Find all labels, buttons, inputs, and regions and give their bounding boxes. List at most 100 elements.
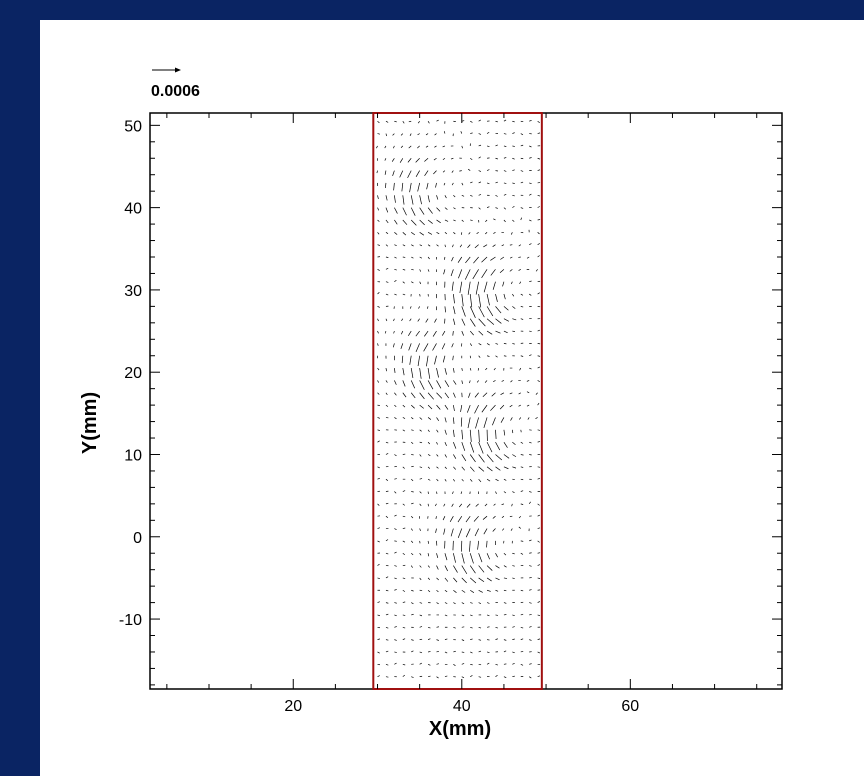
vector-arrow — [518, 244, 521, 247]
vector-arrow — [529, 193, 532, 196]
reference-vector: 0.0006 — [151, 67, 200, 100]
vector-arrow — [500, 417, 505, 423]
vector-arrow — [444, 589, 448, 593]
vector-arrow — [436, 565, 439, 570]
vector-arrow — [419, 626, 423, 628]
vector-arrow — [402, 195, 405, 205]
vector-arrow — [424, 157, 429, 162]
vector-arrow — [444, 404, 449, 410]
vector-arrow — [453, 442, 457, 449]
vector-arrow — [385, 626, 389, 629]
vector-arrow — [503, 330, 508, 334]
vector-arrow — [495, 565, 500, 569]
vector-arrow — [537, 366, 541, 369]
vector-arrow — [453, 207, 456, 210]
vector-arrow — [481, 404, 488, 413]
vector-arrow — [537, 329, 541, 332]
vector-arrow — [419, 380, 425, 390]
vector-arrow — [444, 602, 448, 604]
vector-arrow — [512, 638, 515, 640]
vector-arrow — [377, 195, 379, 199]
vector-arrow — [427, 429, 430, 433]
vector-arrow — [385, 539, 389, 542]
vector-arrow — [495, 466, 501, 471]
vector-arrow — [410, 441, 414, 445]
vector-arrow — [520, 144, 524, 147]
vector-arrow — [419, 256, 423, 259]
vector-arrow — [411, 232, 416, 236]
vector-arrow — [444, 392, 450, 399]
vector-arrow — [520, 306, 524, 308]
vector-arrow — [436, 207, 441, 212]
vector-arrow — [419, 195, 422, 205]
vector-arrow — [501, 503, 505, 506]
vector-arrow — [402, 552, 405, 556]
vector-arrow — [451, 182, 454, 186]
vector-arrow — [402, 281, 405, 284]
vector-arrow — [469, 442, 475, 453]
vector-arrow — [510, 417, 513, 421]
vector-arrow — [461, 577, 467, 584]
vector-arrow — [537, 514, 541, 517]
vector-arrow — [512, 565, 515, 567]
vector-arrow — [442, 145, 446, 148]
vector-arrow — [461, 306, 466, 317]
vector-arrow — [417, 121, 420, 124]
vector-arrow — [511, 503, 513, 507]
vector-arrow — [427, 380, 434, 390]
vector-arrow — [478, 181, 482, 184]
vector-arrow — [520, 613, 524, 616]
vector-arrow — [442, 330, 446, 336]
vector-arrow — [503, 318, 510, 322]
vector-arrow — [492, 281, 496, 290]
vector-arrow — [503, 219, 506, 223]
vector-arrow — [384, 170, 387, 175]
vector-arrow — [493, 367, 496, 371]
vector-arrow — [385, 281, 389, 283]
vector-arrow — [419, 368, 422, 379]
vector-arrow — [475, 417, 479, 429]
vector-arrow — [529, 676, 532, 679]
vector-arrow — [385, 219, 389, 224]
vector-arrow — [512, 343, 515, 345]
vector-arrow — [394, 417, 397, 420]
vector-arrow — [410, 565, 413, 568]
vector-arrow — [394, 404, 397, 408]
vector-arrow — [512, 626, 515, 628]
vector-arrow — [394, 626, 397, 628]
vector-arrow — [503, 170, 507, 172]
vector-arrow — [428, 651, 431, 653]
vector-arrow — [495, 120, 498, 123]
vector-arrow — [392, 170, 395, 177]
vector-arrow — [478, 639, 482, 641]
vector-arrow — [392, 343, 395, 348]
vector-arrow — [409, 355, 412, 365]
vector-arrow — [490, 404, 496, 411]
vector-arrow — [394, 380, 397, 385]
vector-arrow — [503, 577, 508, 579]
vector-arrow — [469, 293, 473, 308]
vector-arrow — [470, 638, 473, 640]
vector-arrow — [520, 503, 524, 505]
vector-arrow — [377, 477, 380, 480]
vector-arrow — [402, 232, 407, 236]
vector-arrow — [453, 293, 455, 304]
vector-arrow — [529, 663, 532, 665]
vector-arrow — [402, 269, 406, 271]
vector-arrow — [402, 503, 405, 506]
vector-arrow — [502, 281, 505, 287]
vector-arrow — [512, 169, 515, 171]
vector-arrow — [419, 232, 425, 236]
vector-arrow — [444, 219, 449, 222]
vector-arrow — [466, 503, 471, 508]
vector-arrow — [486, 651, 490, 653]
vector-arrow — [461, 318, 466, 326]
vector-arrow — [529, 491, 532, 493]
vector-arrow — [427, 392, 434, 400]
vector-arrow — [461, 614, 465, 617]
vector-arrow — [436, 553, 439, 559]
vector-arrow — [377, 440, 380, 443]
vector-arrow — [495, 343, 499, 345]
vector-arrow — [478, 650, 482, 653]
vector-arrow — [529, 454, 532, 456]
